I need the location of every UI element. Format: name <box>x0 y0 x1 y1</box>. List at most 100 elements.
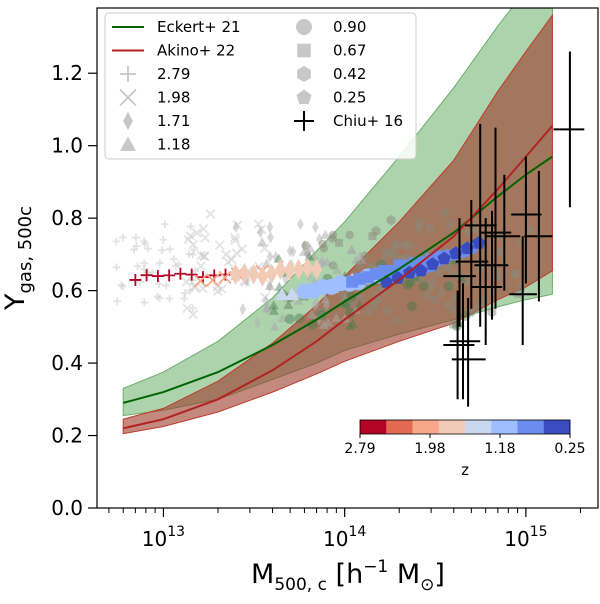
sim-point-bg <box>308 251 319 261</box>
sim-point-bg <box>320 294 331 304</box>
sim-point-bg <box>132 242 141 250</box>
sim-point-bg <box>383 306 392 315</box>
colorbar-tick-label: 2.79 <box>344 441 375 457</box>
sim-point-bg <box>113 297 122 306</box>
sim-point-bg <box>230 235 241 246</box>
sim-median-point <box>140 269 153 282</box>
sim-point-bg <box>170 255 178 264</box>
sim-point-bg <box>266 250 274 263</box>
sim-point-bg <box>304 251 315 261</box>
sim-point-bg <box>425 282 436 292</box>
sim-point-bg <box>293 295 304 305</box>
sim-point-bg <box>335 238 343 247</box>
legend-marker <box>119 88 137 107</box>
sim-median-point <box>377 265 390 277</box>
x-tick-label: 1015 <box>504 524 547 551</box>
sim-median-point <box>409 257 421 269</box>
colorbar-segment <box>543 420 571 434</box>
sim-point-bg <box>355 261 364 270</box>
x-tick-label: 1013 <box>142 524 185 551</box>
sim-point-bg <box>268 300 279 310</box>
y-tick-label: 0.0 <box>51 496 83 520</box>
colorbar-segment <box>517 420 545 434</box>
legend-label: Akino+ 22 <box>157 42 235 60</box>
legend: Eckert+ 21 Akino+ 22 2.79 1.98 1.71 1.18 0.90 0… <box>104 12 417 160</box>
chiu16-errorbar <box>474 210 509 320</box>
sim-point-bg <box>439 207 450 217</box>
y-tick-label: 1.0 <box>51 134 83 158</box>
chiu16-errorbar <box>455 200 489 309</box>
sim-median-point <box>361 271 374 284</box>
sim-point-bg <box>414 217 424 227</box>
legend-label: 0.90 <box>333 18 366 36</box>
simulation-scatter <box>112 207 536 332</box>
sim-point-bg <box>339 290 348 300</box>
sim-point-bg <box>307 319 318 330</box>
chiu16-errorbar <box>524 171 553 302</box>
sim-median-point <box>185 268 198 281</box>
sim-point-bg <box>400 240 409 249</box>
legend-label: 1.98 <box>157 89 190 107</box>
chiu16-errorbar <box>443 290 475 400</box>
sim-point-bg <box>232 220 240 234</box>
sim-point-bg <box>443 281 454 292</box>
sim-point-bg <box>415 223 424 232</box>
sim-point-bg <box>221 249 231 260</box>
sim-point-bg <box>381 247 391 258</box>
sim-median-point <box>274 287 289 301</box>
sim-point-bg <box>112 263 121 272</box>
sim-point-bg <box>112 237 121 246</box>
sim-point-bg <box>447 280 455 289</box>
legend-label: Eckert+ 21 <box>157 18 241 36</box>
sim-point-bg <box>390 241 399 252</box>
legend-label: 2.79 <box>157 65 190 83</box>
legend-label: 0.25 <box>333 89 366 107</box>
sim-point-bg <box>306 309 317 319</box>
sim-point-bg <box>264 280 276 291</box>
sim-point-bg <box>368 232 377 241</box>
sim-point-bg <box>412 274 421 283</box>
sim-median-point <box>346 275 359 288</box>
sim-point-bg <box>266 221 274 234</box>
chiu16-errorbar <box>553 51 585 208</box>
sim-point-bg <box>301 241 311 250</box>
sim-median-point <box>472 236 486 249</box>
sim-median-point <box>265 263 278 285</box>
sim-point-bg <box>402 279 413 290</box>
sim-point-bg <box>273 253 284 263</box>
sim-point-bg <box>188 309 199 320</box>
sim-point-bg <box>323 317 334 327</box>
sim-point-bg <box>350 304 361 314</box>
sim-point-bg <box>286 244 294 258</box>
sim-point-bg <box>198 223 209 234</box>
sim-median-point <box>174 267 187 280</box>
sim-point-bg <box>371 225 381 237</box>
y-tick-label: 1.2 <box>51 61 83 85</box>
sim-point-bg <box>360 251 370 260</box>
sim-point-bg <box>191 267 200 275</box>
sim-point-bg <box>328 261 338 270</box>
sim-point-bg <box>267 231 274 244</box>
legend-marker <box>297 43 311 58</box>
sim-median-point <box>426 257 440 270</box>
sim-point-bg <box>253 219 264 229</box>
sim-point-bg <box>445 219 455 230</box>
sim-point-bg <box>205 209 216 219</box>
chiu16-errorbar <box>511 156 542 284</box>
sim-point-bg <box>196 261 206 271</box>
sim-point-bg <box>261 258 272 268</box>
sim-point-bg <box>119 233 127 242</box>
sim-point-bg <box>223 257 234 267</box>
sim-point-bg <box>345 230 354 240</box>
sim-median-point <box>391 271 405 284</box>
sim-point-bg <box>268 305 279 315</box>
sim-point-bg <box>257 226 264 239</box>
sim-point-bg <box>393 316 402 325</box>
sim-median-point <box>310 259 323 280</box>
sim-point-bg <box>132 233 140 242</box>
sim-point-bg <box>257 237 268 247</box>
sim-median-point <box>196 271 209 284</box>
y-axis-label: Ygas, 500c <box>0 206 36 311</box>
colorbar-tick-label: 0.25 <box>554 441 585 457</box>
sim-median-point <box>256 266 269 287</box>
